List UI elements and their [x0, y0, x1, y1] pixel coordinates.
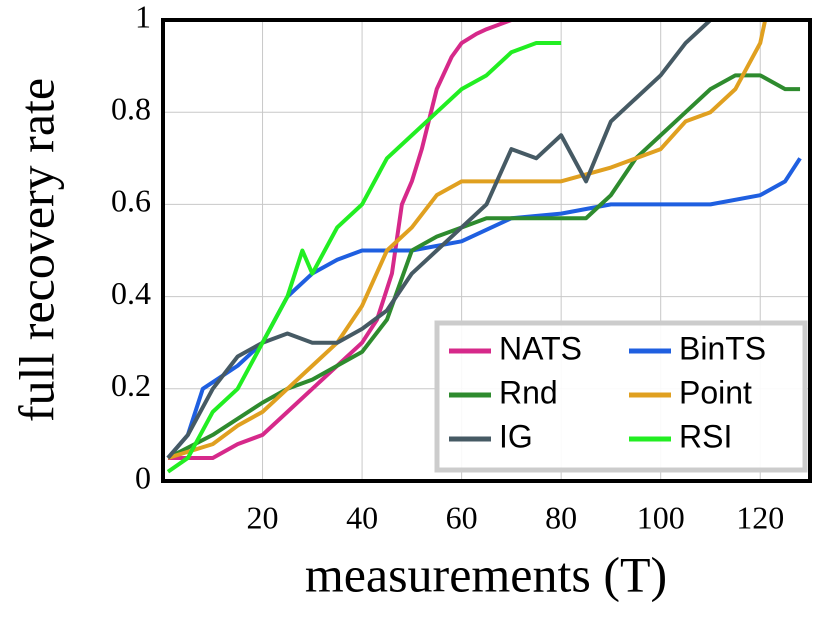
x-tick-label: 40 — [346, 499, 378, 535]
legend-label: RSI — [679, 418, 732, 454]
series-line — [167, 73, 801, 460]
x-tick-label: 60 — [446, 499, 478, 535]
legend-label: Point — [679, 374, 752, 410]
legend-box — [434, 320, 808, 473]
y-tick-label: 1 — [135, 0, 151, 34]
plot-border — [161, 18, 812, 483]
y-axis-label: full recovery rate — [8, 78, 64, 422]
legend-label: IG — [499, 418, 533, 454]
y-tick-label: 0.8 — [111, 91, 151, 127]
x-axis-label: measurements (T) — [305, 546, 667, 602]
y-tick-label: 0 — [135, 459, 151, 495]
y-tick-label: 0.6 — [111, 183, 151, 219]
series-line — [167, 20, 801, 460]
y-tick-label: 0.2 — [111, 367, 151, 403]
y-tick-label: 0.4 — [111, 275, 151, 311]
x-tick-label: 20 — [247, 499, 279, 535]
legend-label: BinTS — [679, 330, 766, 366]
series-line — [166, 20, 712, 460]
x-tick-label: 80 — [545, 499, 577, 535]
series-line — [166, 41, 562, 474]
x-tick-label: 100 — [637, 499, 685, 535]
series-line — [167, 20, 801, 460]
legend-label: Rnd — [499, 374, 558, 410]
legend-label: NATS — [499, 330, 582, 366]
x-tick-label: 120 — [736, 499, 784, 535]
